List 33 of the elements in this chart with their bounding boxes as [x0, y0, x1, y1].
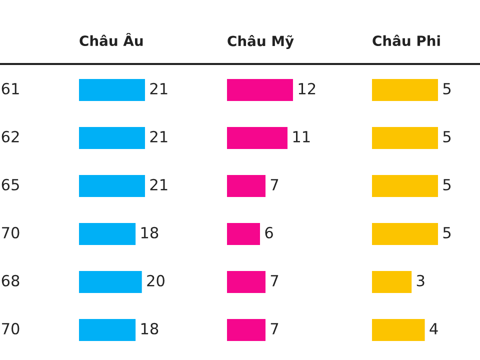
data-label: 7 — [270, 275, 278, 286]
data-label: 4 — [430, 323, 438, 334]
bar — [227, 126, 288, 150]
text: 70 — [2, 322, 20, 334]
bar — [227, 78, 293, 102]
text: 61 — [2, 82, 19, 94]
data-label: 7 — [270, 323, 278, 334]
data-label: 20 — [147, 274, 164, 286]
bar — [227, 270, 266, 294]
data-label: 12 — [298, 82, 316, 94]
text: 68 — [2, 274, 20, 286]
data-label: 5 — [443, 227, 451, 238]
bar — [227, 174, 266, 198]
text: 65 — [2, 178, 19, 190]
data-label: 21 — [150, 130, 168, 142]
chart-title: Châu Phi — [372, 34, 440, 46]
data-label: 3 — [416, 274, 424, 286]
data-label: 21 — [150, 178, 168, 190]
data-label: 7 — [270, 179, 278, 190]
chart-title: Châu Mỹ — [228, 34, 294, 50]
data-label: 18 — [141, 322, 158, 334]
data-label: 5 — [443, 83, 451, 94]
bar — [227, 222, 260, 246]
bar — [227, 318, 266, 342]
data-label: 18 — [141, 226, 158, 238]
data-label: 21 — [150, 82, 168, 94]
data-label: 11 — [293, 131, 310, 142]
data-label: 6 — [265, 226, 273, 238]
chart-title: Châu Âu — [80, 32, 143, 46]
text: 70 — [2, 226, 20, 238]
data-label: 5 — [443, 179, 451, 190]
data-label: 5 — [443, 131, 451, 142]
text: 62 — [2, 130, 19, 142]
